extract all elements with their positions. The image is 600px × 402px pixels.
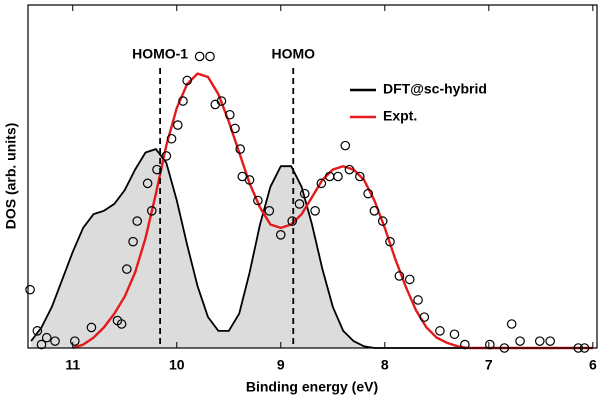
point <box>310 206 320 216</box>
legend-label: DFT@sc-hybrid <box>383 81 487 97</box>
legend-label: Expt. <box>383 108 417 124</box>
point <box>116 319 127 329</box>
point <box>404 274 415 285</box>
point <box>485 339 495 350</box>
point <box>394 271 405 281</box>
point <box>230 123 240 134</box>
point <box>363 188 373 199</box>
point <box>435 326 445 336</box>
point <box>36 339 47 350</box>
point <box>534 336 545 346</box>
x-tick-label: 10 <box>169 357 185 373</box>
point <box>253 195 263 206</box>
point <box>333 171 343 182</box>
point <box>264 206 275 216</box>
point <box>413 295 423 305</box>
point <box>419 312 430 322</box>
point <box>86 322 97 333</box>
point <box>70 336 80 346</box>
annotation: HOMO-1 <box>132 46 188 62</box>
point <box>287 216 298 226</box>
point <box>178 96 188 106</box>
point <box>369 206 380 216</box>
point <box>161 151 172 161</box>
point <box>122 264 132 274</box>
point <box>128 236 138 247</box>
x-tick-label: 11 <box>65 357 80 373</box>
point <box>205 51 215 62</box>
point <box>182 75 192 86</box>
point <box>41 332 52 343</box>
point <box>355 171 365 182</box>
point <box>377 216 388 226</box>
point <box>50 336 60 346</box>
point <box>294 199 305 209</box>
point <box>166 133 177 144</box>
x-tick-label: 9 <box>277 357 285 373</box>
point <box>216 96 227 106</box>
point <box>142 178 153 189</box>
point <box>225 109 235 120</box>
x-tick-label: 7 <box>485 357 493 373</box>
point <box>316 178 327 189</box>
plot-frame <box>27 4 598 349</box>
x-axis-label: Binding energy (eV) <box>246 379 378 395</box>
point <box>172 120 183 130</box>
point <box>235 144 246 154</box>
line <box>72 72 593 350</box>
y-axis-label: DOS (arb. units) <box>3 123 19 230</box>
point <box>385 236 395 247</box>
line <box>30 148 593 349</box>
x-tick-label: 6 <box>589 357 597 373</box>
point <box>194 51 205 62</box>
point <box>460 339 470 350</box>
point <box>25 284 35 295</box>
point <box>132 216 143 226</box>
x-tick-label: 8 <box>381 357 389 373</box>
area <box>31 149 593 348</box>
point <box>449 329 460 340</box>
point <box>32 326 43 336</box>
point <box>146 206 157 216</box>
point <box>152 164 162 175</box>
point <box>299 188 310 199</box>
annotation: HOMO <box>271 46 315 62</box>
point <box>275 230 286 240</box>
point <box>515 336 525 346</box>
point <box>344 164 355 175</box>
point <box>340 140 351 151</box>
point <box>545 336 555 346</box>
point <box>244 175 255 185</box>
point <box>506 319 517 329</box>
